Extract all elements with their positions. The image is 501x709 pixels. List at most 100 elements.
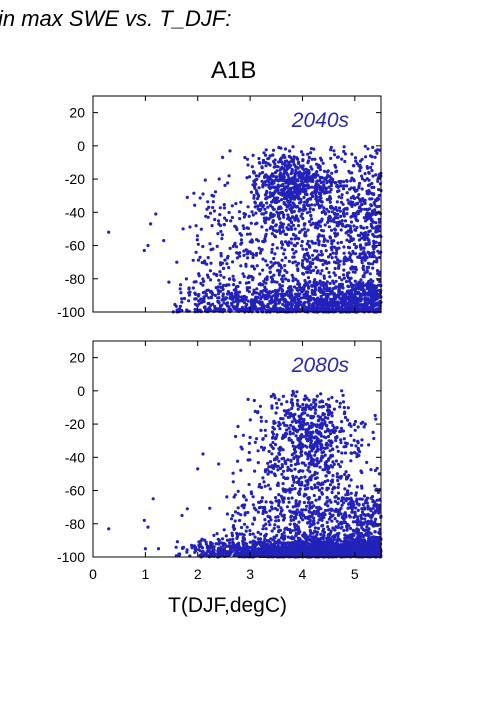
scatter-point (343, 159, 347, 164)
scatter-point (344, 225, 348, 229)
scatter-point (292, 549, 296, 553)
scatter-point (179, 283, 183, 287)
scatter-point (331, 279, 335, 283)
scatter-point (251, 532, 255, 536)
scatter-point (272, 307, 276, 311)
scatter-point (259, 207, 263, 212)
scatter-point (373, 155, 377, 159)
scatter-point (300, 239, 304, 244)
scatter-point (349, 235, 353, 239)
scatter-point (220, 237, 224, 241)
scatter-point (330, 289, 334, 293)
scatter-point (264, 148, 268, 152)
scatter-point (251, 278, 255, 282)
scatter-point (377, 241, 381, 245)
scatter-point (264, 153, 268, 157)
scatter-point (294, 234, 298, 238)
scatter-point (201, 244, 205, 249)
scatter-point (192, 280, 196, 284)
scatter-point (299, 244, 304, 248)
scatter-point (312, 280, 316, 284)
scatter-point (306, 152, 310, 156)
scatter-point (302, 253, 306, 257)
scatter-point (308, 298, 313, 302)
scatter-point (376, 179, 380, 183)
scatter-point (255, 189, 259, 193)
scatter-point (327, 196, 332, 200)
scatter-point (318, 279, 322, 283)
scatter-point (279, 159, 283, 164)
scatter-point (294, 292, 298, 296)
scatter-point (273, 301, 277, 305)
scatter-point (272, 165, 276, 169)
scatter-point (316, 221, 320, 225)
scatter-point (258, 251, 262, 255)
y-tick-label: -60 (65, 238, 85, 254)
scatter-point (368, 292, 372, 297)
scatter-point (328, 236, 333, 240)
scatter-point (308, 534, 312, 538)
scatter-point (250, 210, 254, 214)
scatter-point (328, 214, 332, 218)
scatter-point (207, 549, 211, 554)
scatter-point (218, 206, 222, 210)
scatter-point (356, 541, 360, 545)
scatter-point (313, 278, 317, 282)
scatter-point (205, 262, 209, 266)
scatter-point (307, 155, 311, 160)
scatter-point (248, 232, 252, 236)
scatter-point (240, 295, 244, 299)
scatter-point (374, 308, 378, 313)
scatter-point (270, 264, 274, 268)
scatter-point (218, 282, 222, 286)
scatter-point (213, 293, 217, 297)
scatter-point (211, 247, 215, 251)
scatter-point (289, 171, 293, 176)
scatter-point (248, 175, 252, 179)
scatter-point (266, 205, 270, 209)
scatter-point (333, 227, 337, 231)
scatter-point (327, 210, 331, 214)
scatter-point (278, 269, 282, 273)
scatter-point (363, 207, 367, 211)
scatter-point (361, 274, 365, 279)
scatter-point (268, 163, 272, 167)
scatter-point (201, 283, 205, 287)
scatter-point (228, 547, 232, 552)
scatter-point (329, 246, 333, 250)
scatter-point (271, 153, 275, 157)
scatter-point (332, 271, 336, 275)
scatter-point (280, 198, 284, 202)
scatter-point (331, 251, 335, 255)
scatter-point (359, 278, 363, 282)
scatter-point (323, 223, 327, 227)
scatter-point (301, 153, 305, 157)
scatter-point (202, 305, 206, 310)
scatter-point (270, 214, 275, 218)
scatter-point (365, 207, 369, 211)
scatter-point (364, 297, 368, 302)
scatter-point (345, 212, 349, 216)
scatter-point (328, 275, 332, 279)
scatter-point (302, 171, 306, 175)
scatter-point (365, 211, 369, 215)
scatter-point (246, 226, 250, 230)
scatter-point (273, 280, 277, 284)
scatter-point (352, 188, 357, 192)
scatter-point (295, 241, 299, 245)
scatter-point (255, 299, 259, 304)
scatter-point (245, 286, 249, 290)
scatter-point (328, 253, 332, 257)
scatter-point (330, 304, 334, 308)
scatter-point (202, 299, 206, 304)
panel-label: 2040s (291, 109, 350, 132)
scatter-point (349, 253, 353, 257)
scatter-point (329, 145, 333, 149)
scatter-point (268, 216, 272, 220)
scatter-point (364, 155, 368, 159)
scatter-point (206, 200, 210, 204)
scatter-point (305, 259, 309, 263)
scatter-point (348, 255, 352, 259)
scatter-point (302, 227, 307, 231)
scatter-point (374, 173, 378, 177)
